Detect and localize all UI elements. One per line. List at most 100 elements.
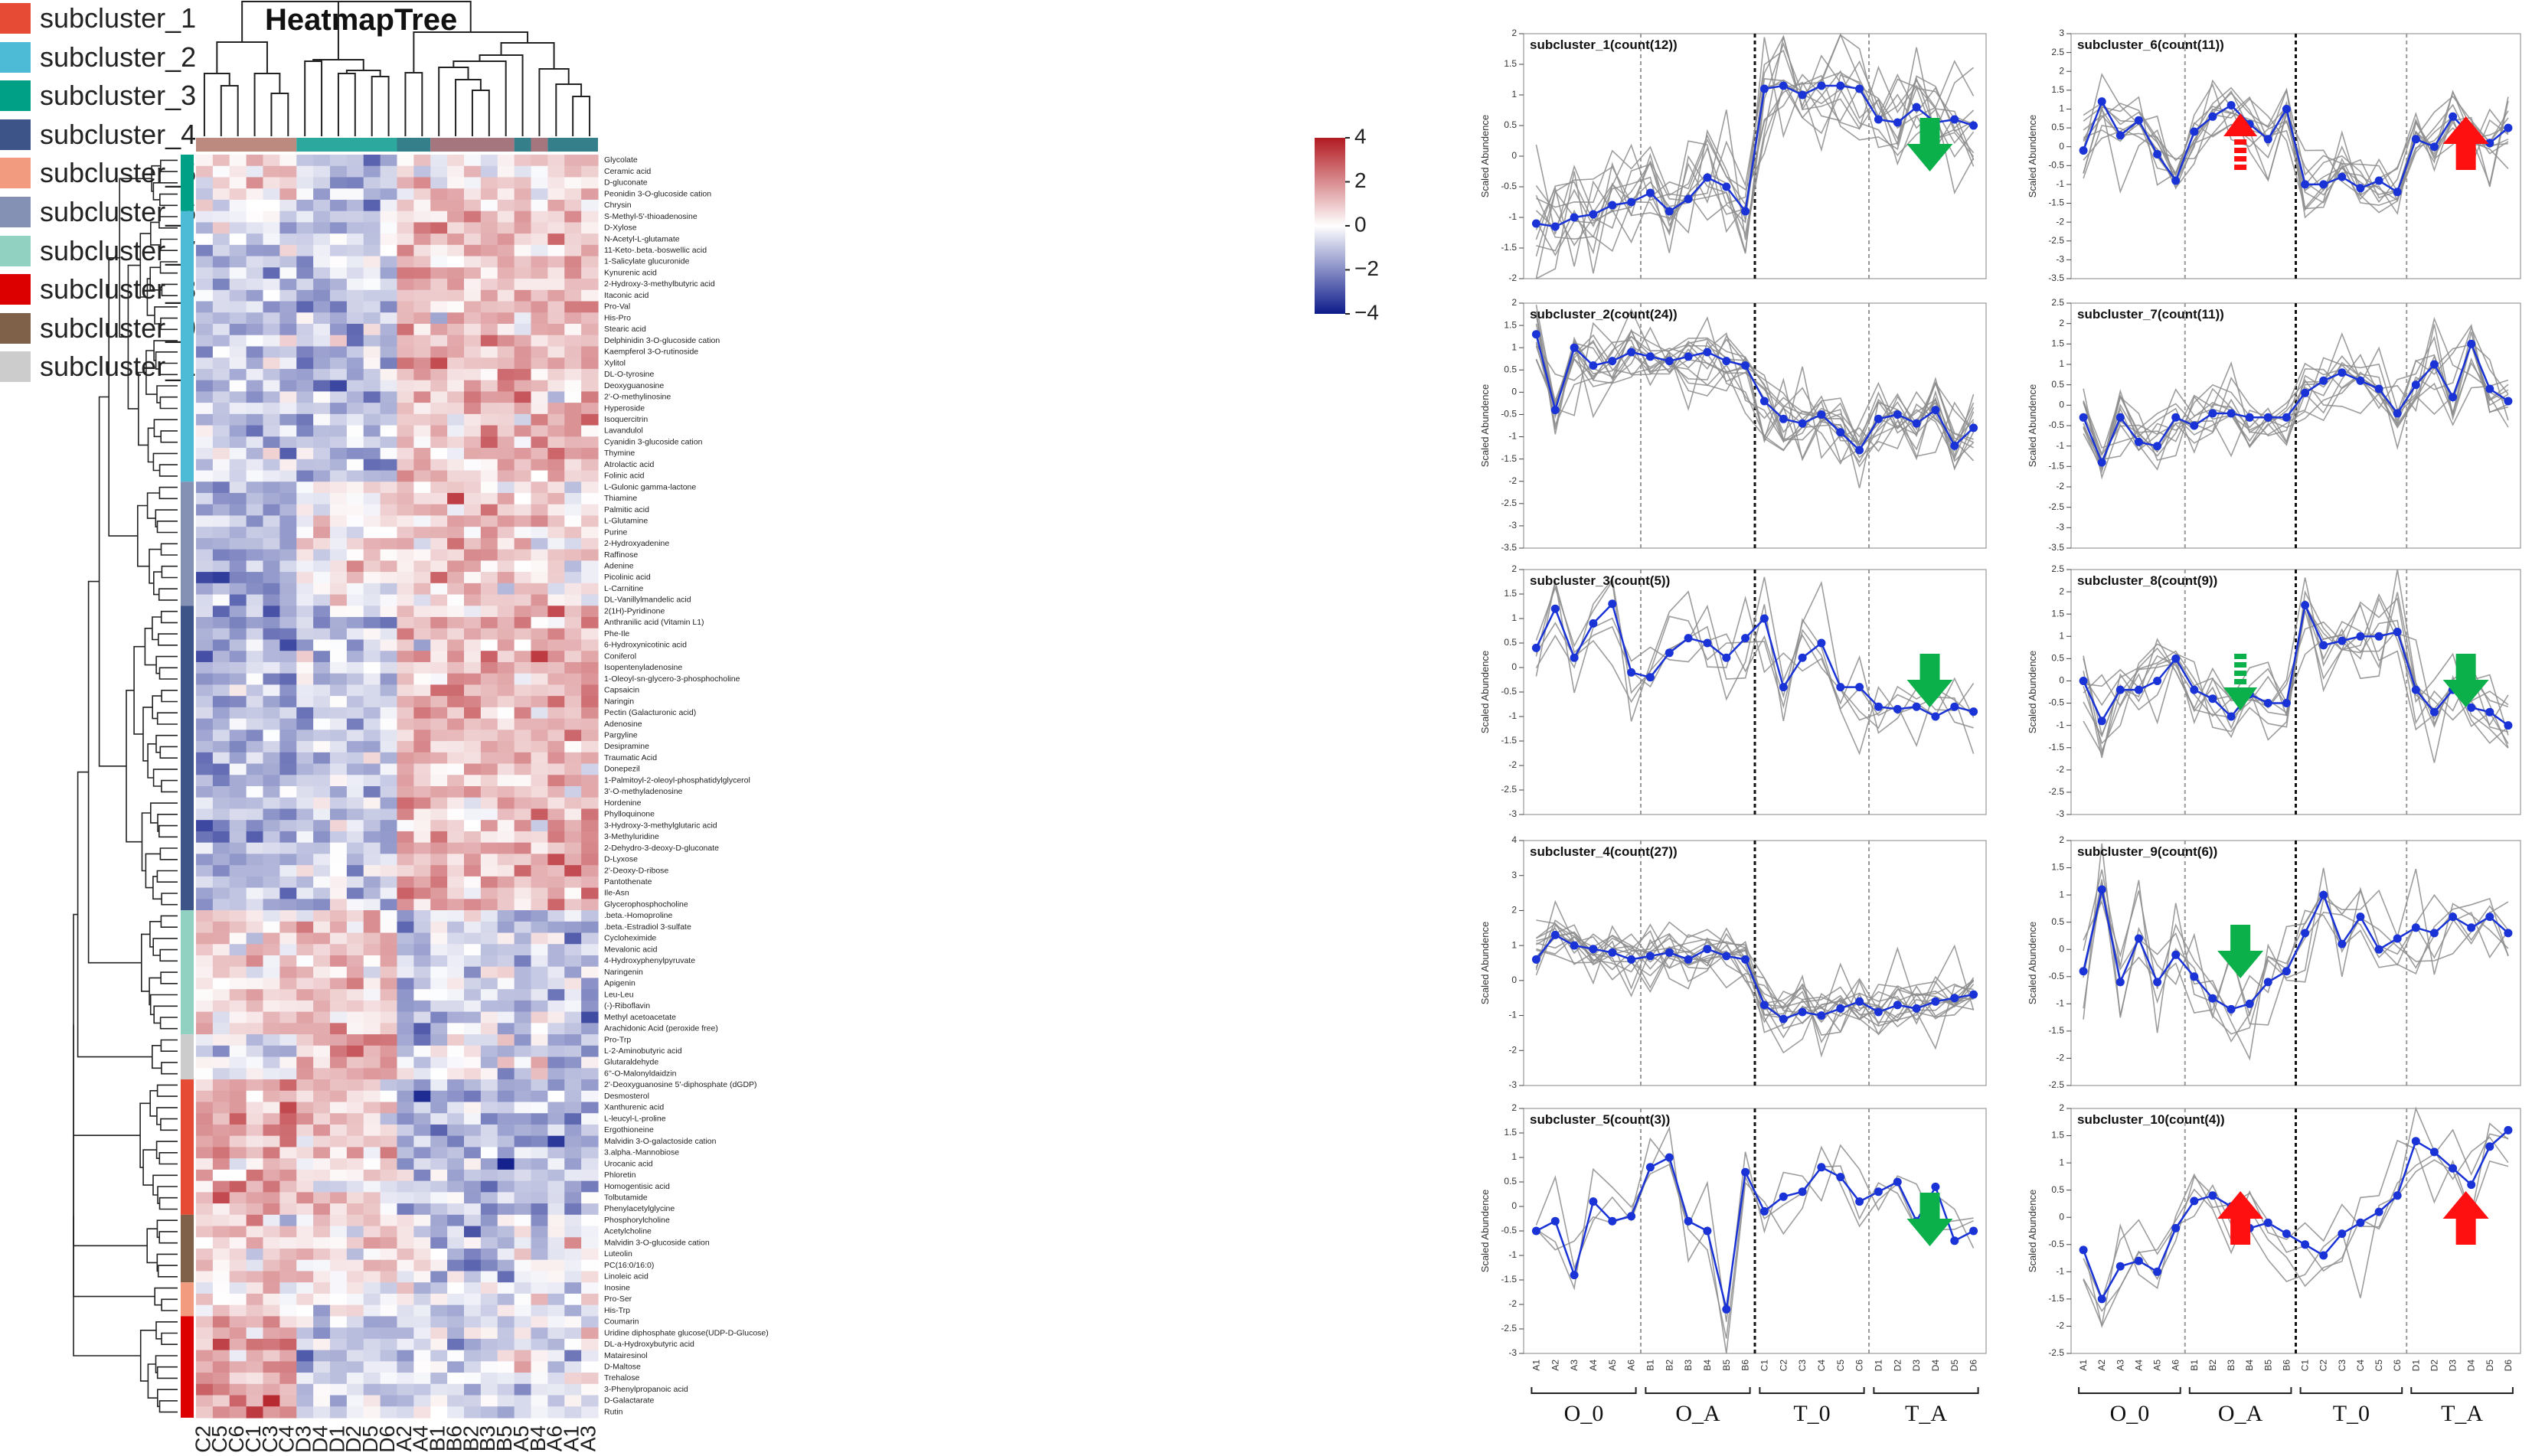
heatmap-cell bbox=[480, 718, 498, 730]
heatmap-cell bbox=[464, 1395, 482, 1407]
mean-point bbox=[1798, 653, 1807, 662]
heatmap-cell bbox=[497, 425, 515, 437]
heatmap-cell bbox=[313, 1011, 331, 1023]
heatmap-cell bbox=[346, 448, 364, 460]
column-label: D5 bbox=[358, 1425, 382, 1453]
heatmap-cell bbox=[464, 537, 482, 550]
heatmap-cell bbox=[447, 932, 465, 945]
row-label: Stearic acid bbox=[604, 325, 646, 334]
heatmap-cell bbox=[497, 639, 515, 651]
heatmap-cell bbox=[296, 165, 314, 178]
heatmap-cell bbox=[380, 380, 398, 392]
row-label: 2'-O-methylinosine bbox=[604, 393, 671, 402]
heatmap-cell bbox=[547, 233, 565, 246]
heatmap-cell bbox=[246, 718, 264, 730]
heatmap-cell bbox=[430, 515, 448, 527]
heatmap-cell bbox=[447, 1192, 465, 1204]
y-tick-label: 2 bbox=[2059, 65, 2064, 76]
heatmap-cell bbox=[263, 1327, 280, 1340]
y-tick-label: -1 bbox=[1508, 211, 1517, 222]
heatmap-cell bbox=[246, 797, 264, 810]
heatmap-cell bbox=[514, 155, 532, 167]
heatmap-cell bbox=[313, 684, 331, 697]
heatmap-cell bbox=[196, 684, 214, 697]
heatmap-cell bbox=[313, 1237, 331, 1249]
legend-swatch bbox=[0, 274, 31, 305]
heatmap-cell bbox=[480, 966, 498, 979]
heatmap-cell bbox=[581, 1226, 599, 1238]
heatmap-cell bbox=[564, 978, 582, 990]
heatmap-cell bbox=[313, 1000, 331, 1013]
heatmap-cell bbox=[346, 301, 364, 313]
heatmap-cell bbox=[480, 842, 498, 854]
heatmap-cell bbox=[497, 256, 515, 268]
heatmap-cell bbox=[581, 899, 599, 911]
heatmap-cell bbox=[581, 301, 599, 313]
heatmap-cell bbox=[212, 1102, 230, 1114]
mean-point bbox=[1950, 1236, 1959, 1245]
heatmap-cell bbox=[313, 515, 331, 527]
heatmap-cell bbox=[531, 786, 548, 798]
heatmap-cell bbox=[447, 199, 465, 212]
heatmap-cell bbox=[279, 346, 297, 358]
heatmap-cell bbox=[330, 606, 348, 618]
heatmap-cell bbox=[514, 1158, 532, 1170]
heatmap-cell bbox=[447, 808, 465, 821]
heatmap-cell bbox=[330, 944, 348, 956]
heatmap-cell bbox=[296, 1056, 314, 1069]
heatmap-cell bbox=[380, 775, 398, 787]
heatmap-cell bbox=[480, 1113, 498, 1125]
heatmap-cell bbox=[413, 1113, 431, 1125]
heatmap-cell bbox=[464, 684, 482, 697]
x-tick-label: C6 bbox=[2392, 1360, 2403, 1372]
heatmap-cell bbox=[581, 944, 599, 956]
mean-point bbox=[2079, 1245, 2088, 1255]
dendrogram-link bbox=[155, 351, 178, 370]
heatmap-cell bbox=[464, 1214, 482, 1227]
heatmap-cell bbox=[581, 1395, 599, 1407]
heatmap-cell bbox=[514, 831, 532, 844]
heatmap-cell bbox=[263, 357, 280, 370]
heatmap-cell bbox=[279, 459, 297, 472]
heatmap-cell bbox=[581, 165, 599, 178]
heatmap-cell bbox=[212, 1259, 230, 1272]
heatmap-cell bbox=[581, 380, 599, 392]
heatmap-cell bbox=[514, 482, 532, 494]
heatmap-cell bbox=[196, 549, 214, 561]
heatmap-cell bbox=[581, 1034, 599, 1046]
heatmap-cell bbox=[564, 966, 582, 979]
heatmap-cell bbox=[547, 459, 565, 472]
heatmap-cell bbox=[531, 403, 548, 415]
heatmap-cell bbox=[279, 966, 297, 979]
heatmap-cell bbox=[464, 199, 482, 212]
heatmap-cell bbox=[229, 549, 247, 561]
mean-point bbox=[1703, 945, 1712, 954]
mean-point bbox=[1817, 81, 1826, 90]
heatmap-cell bbox=[480, 1135, 498, 1148]
heatmap-cell bbox=[346, 504, 364, 517]
heatmap-cell bbox=[212, 1203, 230, 1216]
heatmap-cell bbox=[430, 921, 448, 934]
group-label: O_A bbox=[2218, 1401, 2263, 1426]
heatmap-cell bbox=[564, 425, 582, 437]
legend-swatch bbox=[0, 351, 31, 383]
heatmap-cell bbox=[296, 1102, 314, 1114]
heatmap-cell bbox=[246, 707, 264, 720]
heatmap-cell bbox=[246, 1406, 264, 1418]
heatmap-cell bbox=[212, 707, 230, 720]
heatmap-cell bbox=[246, 1395, 264, 1407]
heatmap-cell bbox=[380, 165, 398, 178]
y-axis-label: Scaled Abundence bbox=[1479, 1190, 1491, 1272]
mean-point bbox=[2393, 1191, 2402, 1200]
heatmap-cell bbox=[296, 470, 314, 482]
mean-point bbox=[1684, 352, 1693, 361]
heatmap-cell bbox=[346, 1124, 364, 1137]
heatmap-cell bbox=[346, 606, 364, 618]
heatmap-cell bbox=[313, 1192, 331, 1204]
legend-label: subcluster_2 bbox=[40, 41, 197, 73]
heatmap-cell bbox=[413, 1000, 431, 1013]
heatmap-cell bbox=[430, 594, 448, 606]
heatmap-cell bbox=[363, 1056, 381, 1069]
heatmap-cell bbox=[564, 470, 582, 482]
trend-arrow bbox=[2217, 925, 2264, 978]
